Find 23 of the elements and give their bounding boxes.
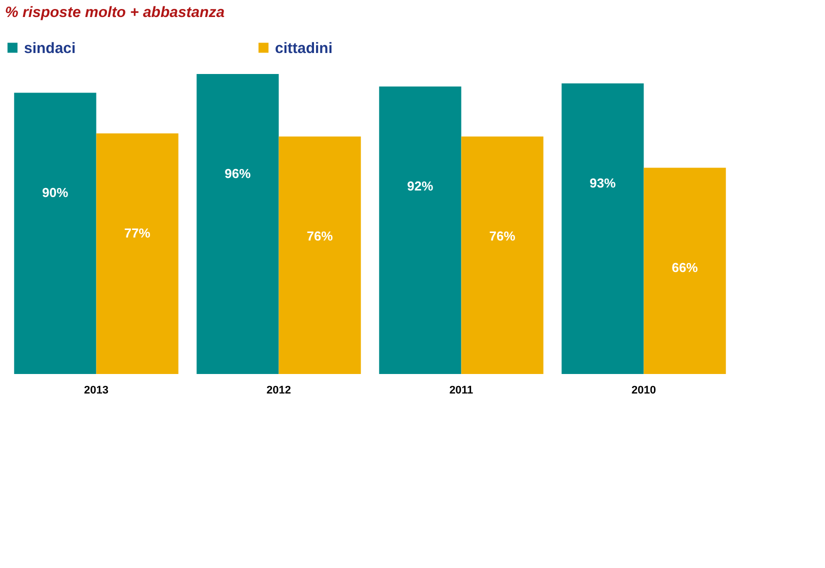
chart-title: % risposte molto + abbastanza <box>5 4 225 21</box>
data-label: 92% <box>407 178 434 194</box>
data-label: 76% <box>306 228 334 244</box>
data-label: 96% <box>224 166 252 181</box>
data-label: 93% <box>590 175 616 190</box>
x-tick-label: 2013 <box>84 384 108 396</box>
x-tick-label: 2012 <box>266 384 291 396</box>
bar <box>196 74 279 374</box>
x-tick-label: 2011 <box>449 384 474 396</box>
legend-label: sindaci <box>24 40 76 57</box>
bar <box>644 168 726 374</box>
bar <box>96 133 178 374</box>
bar <box>562 83 644 374</box>
data-label: 76% <box>489 228 516 244</box>
bar <box>14 92 96 374</box>
data-label: 66% <box>672 260 698 275</box>
x-tick-label: 2010 <box>632 384 656 396</box>
data-label: 90% <box>42 184 69 200</box>
data-label: 77% <box>124 225 151 240</box>
legend-label: cittadini <box>275 40 333 57</box>
bar <box>379 86 462 374</box>
bar <box>278 136 361 374</box>
bar <box>461 136 544 374</box>
